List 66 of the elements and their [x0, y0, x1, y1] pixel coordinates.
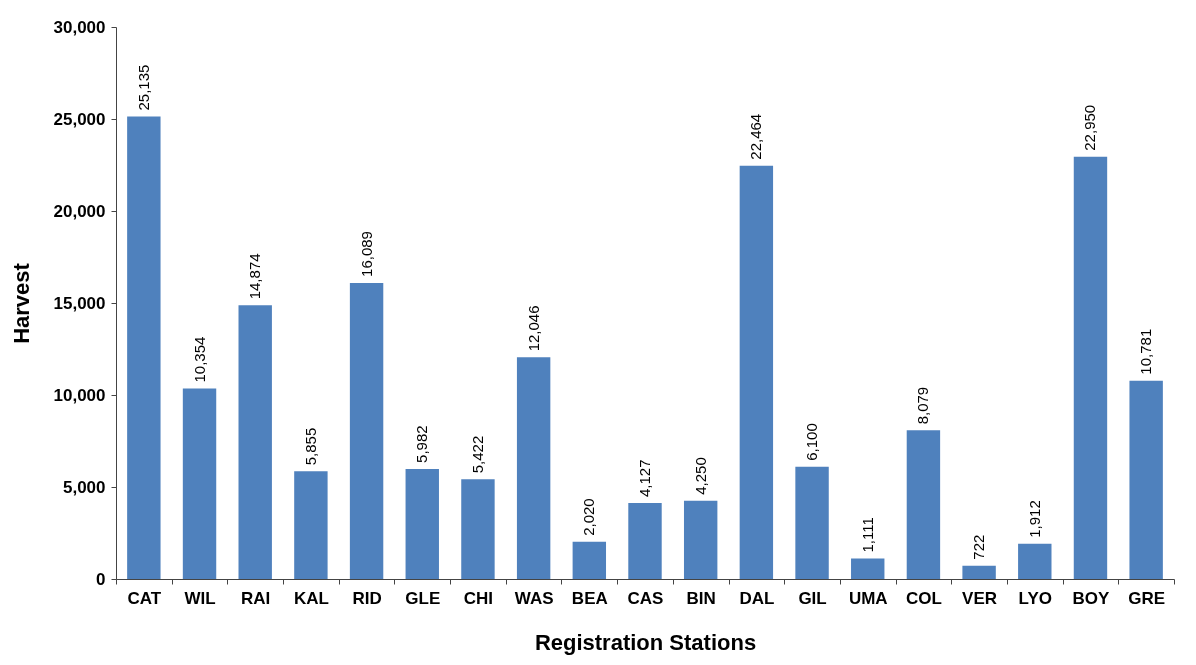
- y-tick-label: 5,000: [62, 477, 106, 497]
- y-tick-label: 15,000: [53, 293, 106, 313]
- x-tick-label: LYO: [1018, 588, 1052, 608]
- x-tick-label: CAT: [127, 588, 162, 608]
- y-tick-label: 30,000: [53, 17, 106, 37]
- bar: [572, 541, 607, 579]
- data-label: 22,950: [1081, 104, 1099, 151]
- bar: [127, 116, 161, 579]
- x-tick-label: CAS: [627, 588, 664, 608]
- data-label: 10,354: [190, 336, 208, 383]
- x-tick-label: GLE: [405, 588, 441, 608]
- x-tick-label: WAS: [514, 588, 554, 608]
- y-tick-label: 10,000: [53, 385, 106, 405]
- x-tick-label: RAI: [241, 588, 271, 608]
- data-label: 6,100: [803, 423, 821, 461]
- bar: [349, 282, 384, 579]
- data-label: 722: [970, 534, 988, 560]
- bar: [962, 565, 996, 579]
- x-axis-title: Registration Stations: [534, 629, 757, 655]
- x-tick-label: RID: [352, 588, 382, 608]
- x-tick-label: VER: [962, 588, 998, 608]
- data-label: 10,781: [1137, 328, 1155, 375]
- data-label: 25,135: [134, 64, 152, 111]
- bar: [739, 165, 774, 579]
- x-tick-label: CHI: [463, 588, 494, 608]
- y-axis-title: Harvest: [8, 262, 34, 344]
- x-tick-label: WIL: [184, 588, 216, 608]
- x-tick-label: GIL: [798, 588, 827, 608]
- data-label: 5,982: [413, 425, 431, 463]
- data-label: 4,250: [691, 457, 709, 495]
- data-label: 22,464: [747, 113, 765, 160]
- bar: [795, 466, 829, 579]
- bar: [294, 471, 328, 579]
- x-tick-label: KAL: [293, 588, 329, 608]
- y-tick-label: 25,000: [53, 109, 106, 129]
- bar: [628, 503, 662, 579]
- data-label: 14,874: [246, 253, 264, 300]
- bar: [1073, 156, 1108, 579]
- data-label: 4,127: [636, 459, 653, 498]
- bar: [516, 357, 551, 579]
- bar: [461, 479, 495, 579]
- y-tick-label: 20,000: [53, 201, 106, 221]
- data-label: 2,020: [580, 498, 598, 536]
- x-tick-label: BEA: [571, 588, 608, 608]
- bar: [906, 430, 941, 579]
- data-label: 1,111: [858, 517, 876, 553]
- data-label: 5,422: [468, 435, 486, 474]
- data-label: 5,855: [301, 427, 319, 466]
- x-tick-label: UMA: [848, 588, 888, 608]
- data-label: 1,912: [1025, 500, 1043, 538]
- data-label: 12,046: [524, 305, 542, 352]
- data-label: 16,089: [357, 231, 375, 277]
- y-tick-label: 0: [96, 569, 106, 589]
- x-tick-label: GRE: [1128, 588, 1166, 608]
- bar: [182, 388, 217, 579]
- x-tick-label: DAL: [739, 588, 775, 608]
- data-label: 8,079: [914, 386, 932, 425]
- bar: [1129, 380, 1163, 579]
- bar: [851, 558, 885, 579]
- bar: [1018, 543, 1052, 579]
- x-tick-label: COL: [905, 588, 942, 608]
- x-tick-label: BOY: [1072, 588, 1111, 608]
- bar: [238, 305, 272, 579]
- x-tick-label: BIN: [686, 588, 716, 608]
- bar: [405, 468, 439, 579]
- bar: [683, 500, 718, 579]
